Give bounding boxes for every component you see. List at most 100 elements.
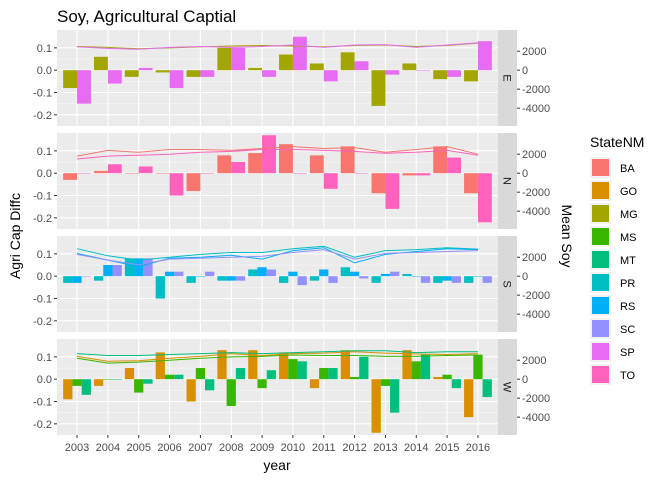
x-tick-label: 2013 bbox=[373, 442, 397, 454]
facet-strip bbox=[498, 30, 517, 126]
bar-MG-2013 bbox=[371, 70, 386, 106]
right-tick-label: 0 bbox=[522, 271, 528, 283]
bar-BA-2009 bbox=[248, 153, 263, 174]
bar-SP-2012 bbox=[354, 61, 369, 71]
left-tick-label: 0.1 bbox=[37, 146, 52, 158]
bar-GO-2012 bbox=[340, 350, 350, 380]
facet-strip-label: N bbox=[501, 177, 513, 185]
x-axis: 2003 2004 2005 2006 2007 2008 2009 2010 2011 2012… bbox=[65, 435, 490, 454]
bar-MG-2016 bbox=[464, 70, 478, 82]
bar-BA-2003 bbox=[63, 173, 78, 180]
x-tick-label: 2016 bbox=[466, 442, 490, 454]
bar-TO-2003 bbox=[77, 173, 91, 174]
bar-MG-2009 bbox=[248, 67, 263, 71]
bar-BA-2004 bbox=[94, 170, 108, 174]
legend-swatch-MS bbox=[592, 228, 609, 245]
facet-strip-label: S bbox=[501, 280, 513, 287]
legend-label-RS: RS bbox=[620, 301, 635, 313]
legend-label-GO: GO bbox=[620, 186, 638, 198]
bar-MT-2014 bbox=[420, 354, 431, 380]
bar-TO-2008 bbox=[231, 162, 246, 174]
right-tick-label: -4000 bbox=[522, 206, 550, 218]
x-tick-label: 2012 bbox=[342, 442, 366, 454]
bar-PR-2015 bbox=[433, 276, 443, 283]
x-tick-label: 2007 bbox=[188, 442, 212, 454]
left-tick-label: -0.1 bbox=[33, 397, 52, 409]
facet-panel-N: 0.1 0.0 -0.1 -0.2 2000 0 -2000 -4000 N bbox=[33, 133, 550, 229]
bar-TO-2009 bbox=[262, 135, 276, 174]
bar-SC-2010 bbox=[297, 276, 307, 286]
bar-MT-2005 bbox=[143, 379, 153, 384]
bar-SC-2013 bbox=[390, 271, 400, 277]
right-tick-label: -2000 bbox=[522, 290, 550, 302]
bar-MT-2012 bbox=[359, 356, 369, 380]
bar-MG-2007 bbox=[186, 70, 201, 77]
bar-RS-2009 bbox=[257, 267, 267, 277]
legend-swatch-GO bbox=[592, 182, 609, 199]
legend-swatch-MG bbox=[592, 205, 609, 222]
bar-RS-2014 bbox=[411, 276, 421, 277]
bar-TO-2005 bbox=[138, 166, 153, 174]
x-tick-label: 2004 bbox=[96, 442, 120, 454]
bar-TO-2012 bbox=[354, 173, 369, 174]
bar-PR-2014 bbox=[402, 273, 412, 277]
bar-PR-2012 bbox=[340, 267, 350, 277]
y-axis-title-right: Mean Soy bbox=[559, 204, 575, 267]
bar-TO-2014 bbox=[416, 173, 431, 176]
right-tick-label: -4000 bbox=[522, 412, 550, 424]
bar-MS-2003 bbox=[72, 379, 82, 386]
bar-PR-2009 bbox=[248, 269, 258, 277]
left-tick-label: -0.1 bbox=[33, 191, 52, 203]
x-axis-title: year bbox=[263, 457, 291, 473]
bar-GO-2006 bbox=[155, 352, 165, 380]
bar-MG-2008 bbox=[217, 47, 232, 71]
bar-GO-2008 bbox=[217, 350, 227, 380]
bar-GO-2003 bbox=[63, 379, 73, 400]
x-tick-label: 2009 bbox=[250, 442, 274, 454]
right-tick-label: -2000 bbox=[522, 84, 550, 96]
facet-strip-label: W bbox=[501, 382, 513, 393]
bar-RS-2016 bbox=[473, 276, 483, 277]
right-tick-label: 0 bbox=[522, 168, 528, 180]
x-tick-label: 2010 bbox=[281, 442, 305, 454]
line-mean-soy-PR bbox=[76, 245, 479, 261]
left-tick-label: 0.0 bbox=[37, 168, 52, 180]
bar-GO-2014 bbox=[402, 350, 412, 380]
bar-MG-2012 bbox=[340, 52, 355, 71]
line-mean-soy-SP bbox=[76, 42, 479, 50]
line-mean-soy-MT bbox=[76, 350, 478, 356]
bar-TO-2016 bbox=[477, 173, 492, 223]
bar-SP-2007 bbox=[200, 70, 215, 77]
bar-SP-2015 bbox=[447, 70, 461, 77]
bar-MS-2014 bbox=[411, 361, 421, 380]
bar-MT-2010 bbox=[297, 361, 307, 380]
bar-RS-2012 bbox=[349, 271, 360, 277]
legend-swatch-PR bbox=[592, 274, 609, 291]
bar-BA-2014 bbox=[402, 173, 417, 176]
bar-RS-2010 bbox=[288, 271, 298, 277]
bar-GO-2005 bbox=[124, 368, 135, 380]
bar-PR-2011 bbox=[309, 276, 320, 281]
legend-label-MG: MG bbox=[620, 209, 638, 221]
bar-BA-2010 bbox=[279, 144, 293, 174]
left-tick-label: 0.0 bbox=[37, 65, 52, 77]
right-tick-label: -4000 bbox=[522, 309, 550, 321]
bar-MS-2011 bbox=[319, 368, 329, 380]
bar-TO-2010 bbox=[292, 173, 307, 174]
x-tick-label: 2003 bbox=[65, 442, 89, 454]
bar-GO-2016 bbox=[464, 379, 474, 418]
bar-MT-2009 bbox=[266, 370, 276, 380]
bar-GO-2007 bbox=[186, 379, 196, 402]
bar-MS-2012 bbox=[349, 376, 360, 380]
bar-MT-2006 bbox=[174, 374, 184, 380]
left-tick-label: -0.1 bbox=[33, 88, 52, 100]
bar-SP-2011 bbox=[323, 70, 338, 82]
facet-strip bbox=[498, 236, 517, 332]
left-tick-label: -0.2 bbox=[33, 316, 52, 328]
legend-label-SP: SP bbox=[620, 347, 635, 359]
bar-BA-2008 bbox=[217, 155, 232, 174]
bar-MG-2014 bbox=[402, 63, 417, 71]
bar-RS-2004 bbox=[103, 265, 113, 277]
bar-SC-2016 bbox=[482, 276, 492, 283]
bar-MG-2005 bbox=[124, 70, 139, 77]
